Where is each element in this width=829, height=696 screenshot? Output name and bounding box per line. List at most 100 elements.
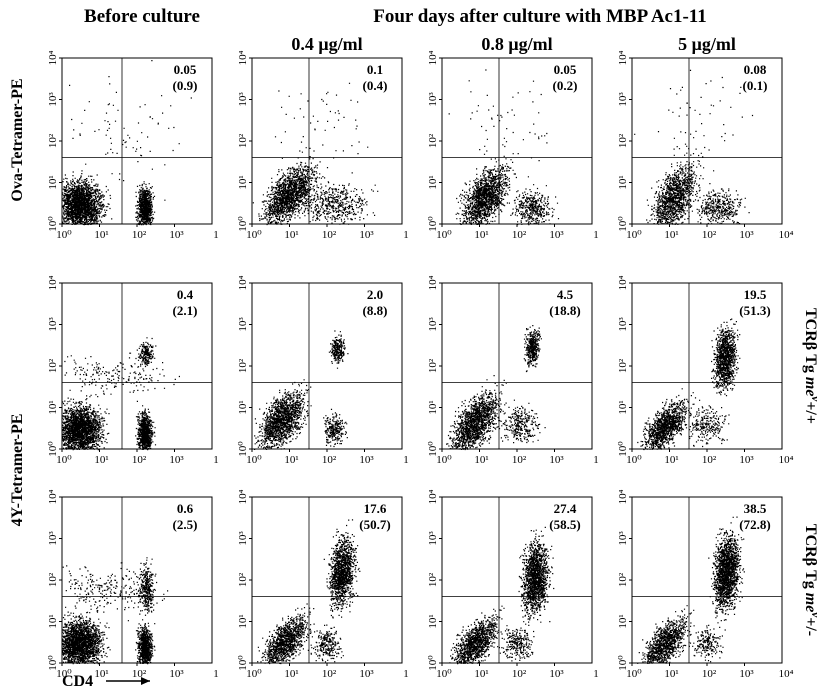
x-tick-label: 10² (512, 454, 527, 466)
y-tick-label: 10⁰ (237, 216, 249, 232)
quadrant-value: 0.08 (744, 62, 767, 77)
y-tick-label: 10² (617, 133, 629, 148)
dot-cloud (257, 519, 361, 665)
x-tick-label: 10¹ (284, 454, 298, 466)
x-tick-label: 1 (403, 229, 409, 241)
y-tick-label: 10³ (427, 92, 439, 107)
quadrant-total: (72.8) (739, 517, 770, 532)
x-tick-label: 1 (213, 454, 219, 466)
y-tick-label: 10³ (47, 317, 59, 332)
y-tick-label: 10⁴ (427, 275, 439, 290)
x-tick-label: 10¹ (474, 668, 488, 680)
x-tick-label: 10² (702, 454, 717, 466)
strain-prefix: TCRβ Tg (802, 524, 819, 593)
x-tick-label: 10¹ (94, 229, 108, 241)
strain-label: TCRβ Tg mev+/+ (802, 308, 821, 424)
quadrant-value: 0.4 (177, 287, 194, 302)
y-tick-label: 10⁴ (427, 50, 439, 65)
x-tick-label: 10³ (739, 229, 754, 241)
y-tick-label: 10⁴ (237, 275, 249, 290)
quadrant-value: 2.0 (367, 287, 383, 302)
y-tick-label: 10⁰ (427, 216, 439, 232)
y-tick-label: 10⁰ (237, 441, 249, 457)
x-tick-label: 1 (403, 454, 409, 466)
y-tick-label: 10⁴ (47, 489, 59, 504)
dot-cloud (448, 69, 560, 226)
x-tick-label: 10⁰ (626, 454, 642, 466)
y-tick-label: 10² (237, 572, 249, 587)
y-tick-label: 10³ (237, 531, 249, 546)
dot-cloud (254, 330, 349, 450)
dot-cloud (634, 69, 754, 225)
header-left: Before culture (84, 6, 200, 27)
y-tick-label: 10⁰ (47, 655, 59, 671)
column-label: 0.4 μg/ml (291, 34, 362, 54)
x-tick-label: 10⁰ (626, 668, 642, 680)
quadrant-total: (0.4) (363, 78, 388, 93)
y-tick-label: 10⁰ (427, 441, 439, 457)
x-tick-label: 10⁰ (436, 454, 452, 466)
y-tick-label: 10¹ (617, 614, 629, 628)
x-tick-label: 10¹ (94, 668, 108, 680)
y-tick-label: 10⁰ (47, 441, 59, 457)
y-tick-label: 10² (237, 358, 249, 373)
x-tick-label: 10³ (739, 668, 754, 680)
x-tick-label: 1 (213, 229, 219, 241)
quadrant-value: 0.1 (367, 62, 383, 77)
row-label: 4Y-Tetramer-PE (9, 414, 26, 527)
quadrant-total: (18.8) (549, 303, 580, 318)
y-tick-label: 10² (617, 358, 629, 373)
y-tick-label: 10⁴ (47, 50, 59, 65)
y-tick-label: 10² (427, 358, 439, 373)
y-tick-label: 10² (427, 133, 439, 148)
column-label: 0.8 μg/ml (481, 34, 552, 54)
dot-cloud (637, 516, 745, 664)
x-tick-label: 10⁰ (436, 229, 452, 241)
x-tick-label: 10³ (359, 668, 374, 680)
x-tick-label: 10⁰ (56, 454, 72, 466)
x-tick-label: 1 (593, 668, 599, 680)
x-tick-label: 10³ (549, 454, 564, 466)
x-tick-label: 10¹ (284, 668, 298, 680)
y-tick-label: 10² (47, 358, 59, 373)
y-tick-label: 10⁰ (617, 655, 629, 671)
row-label: Ova-Tetramer-PE (9, 78, 26, 201)
quadrant-total: (50.7) (359, 517, 390, 532)
x-tick-label: 10⁴ (779, 668, 794, 680)
strain-sup: v (809, 396, 821, 401)
dot-cloud (637, 318, 741, 451)
x-tick-label: 10² (322, 454, 337, 466)
y-tick-label: 10⁴ (47, 275, 59, 290)
x-tick-label: 10¹ (664, 668, 678, 680)
y-tick-label: 10³ (237, 317, 249, 332)
y-tick-label: 10¹ (617, 400, 629, 414)
x-axis-label: CD4 (62, 673, 93, 690)
quadrant-total: (8.8) (363, 303, 388, 318)
quadrant-total: (0.2) (553, 78, 578, 93)
x-tick-label: 10¹ (664, 229, 678, 241)
x-tick-label: 10¹ (474, 454, 488, 466)
quadrant-value: 0.05 (174, 62, 197, 77)
y-tick-label: 10¹ (427, 614, 439, 628)
x-tick-label: 10⁴ (779, 229, 794, 241)
y-tick-label: 10⁴ (237, 489, 249, 504)
x-tick-label: 1 (213, 668, 219, 680)
y-tick-label: 10³ (47, 531, 59, 546)
y-tick-label: 10¹ (47, 614, 59, 628)
quadrant-value: 0.6 (177, 501, 194, 516)
strain-gene: me (802, 377, 819, 397)
y-tick-label: 10² (47, 133, 59, 148)
y-tick-label: 10⁰ (427, 655, 439, 671)
x-tick-label: 10⁰ (246, 229, 262, 241)
y-tick-label: 10² (617, 572, 629, 587)
y-tick-label: 10³ (237, 92, 249, 107)
column-label: 5 μg/ml (678, 34, 736, 54)
y-tick-label: 10³ (617, 317, 629, 332)
quadrant-value: 0.05 (554, 62, 577, 77)
quadrant-value: 4.5 (557, 287, 574, 302)
quadrant-total: (51.3) (739, 303, 770, 318)
x-tick-label: 10³ (359, 229, 374, 241)
y-tick-label: 10⁰ (617, 216, 629, 232)
y-tick-label: 10⁰ (237, 655, 249, 671)
